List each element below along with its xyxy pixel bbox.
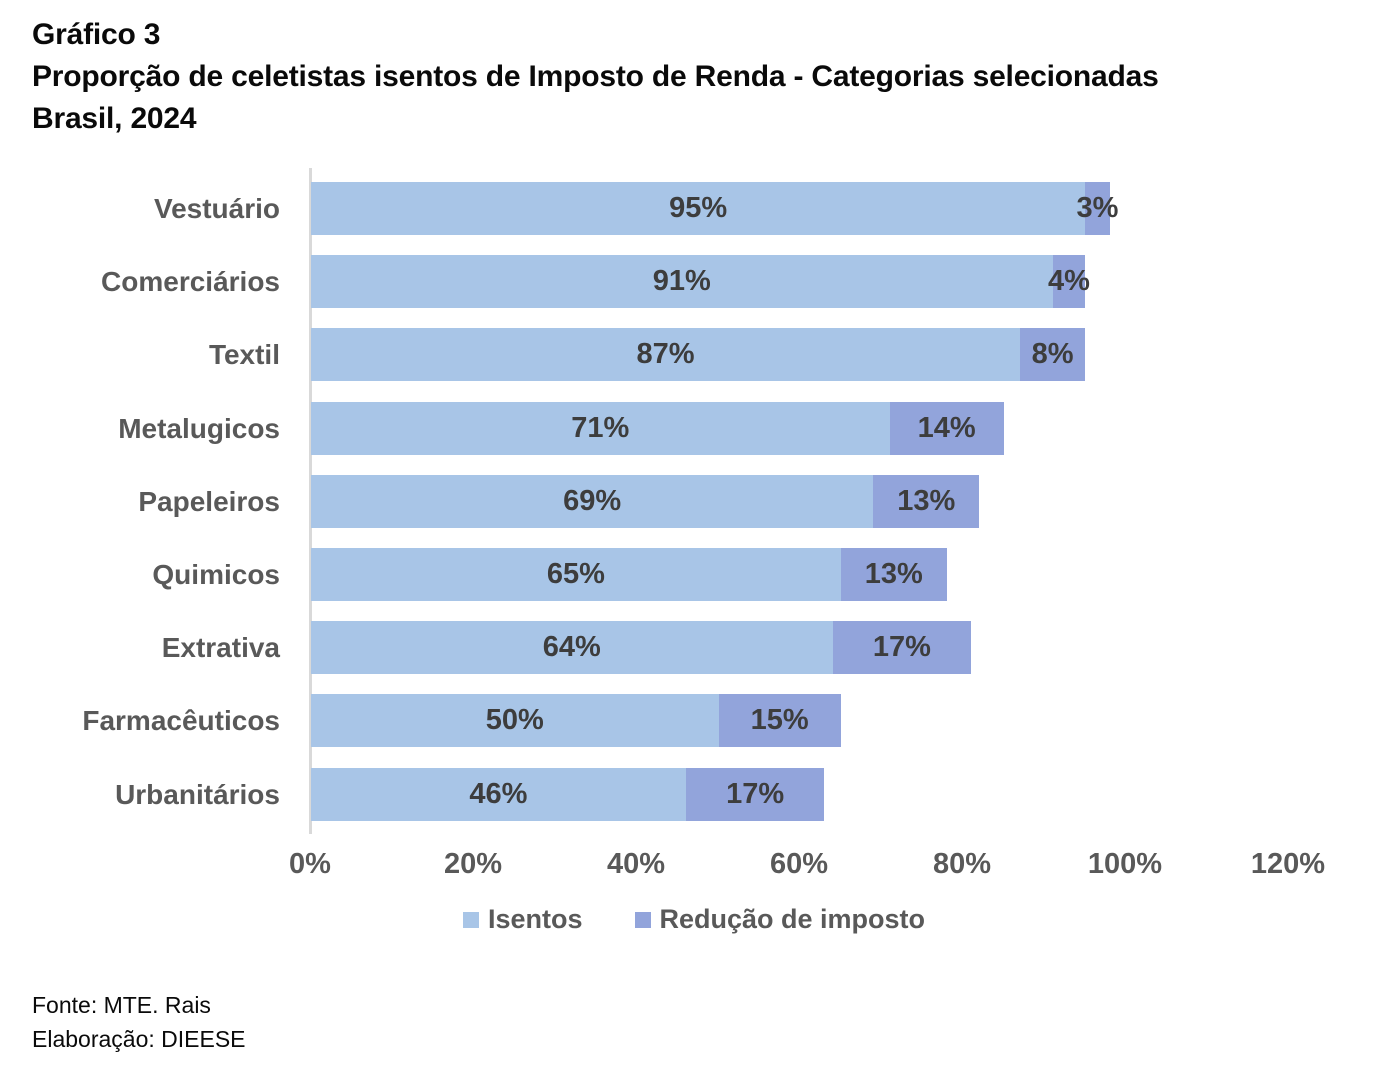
category-label: Vestuário [153,193,280,224]
x-axis-tick-label: 20% [443,848,503,880]
value-label: 3% [1076,192,1119,224]
category-label: Comerciários [101,266,280,298]
legend-label-isentos: Isentos [487,904,583,934]
value-label: 87% [636,338,695,371]
bar-track: 91% 4% [311,255,1090,309]
value-label: 13% [897,484,956,517]
bar-segment-isentos: 69% [311,474,874,528]
bar-segment-isentos: 87% [311,328,1021,382]
x-axis-tick-label: 100% [1087,848,1163,880]
bar-chart-plot-area: Vestuário 95% 3% Comerciários 91% 4% Textil 87%… [0,182,1388,821]
bar-track: 64% 17% [311,621,972,675]
bar-segment-reducao-de-imposto: 8% [1020,328,1086,382]
x-axis: 0% 20% 40% 60% 80% 100% 120% [0,848,1388,880]
bar-segment-reducao-de-imposto: 15% [718,694,841,748]
value-label: 17% [726,777,785,810]
category-label: Quimicos [152,558,280,590]
value-label: 64% [542,631,601,664]
bar-track: 69% 13% [311,474,980,528]
value-label: 17% [872,631,931,664]
legend: Isentos Redução de imposto [0,904,1388,935]
value-label: 8% [1031,338,1074,371]
bar-segment-isentos: 65% [311,547,841,601]
value-label: 69% [563,484,622,517]
category-label: Metalugicos [118,412,280,444]
chart-title: Proporção de celetistas isentos de Impos… [32,60,1159,93]
chart-subtitle: Brasil, 2024 [32,102,197,135]
value-label: 71% [571,411,630,444]
x-axis-tick-label: 120% [1250,848,1326,880]
bar-track: 46% 17% [311,767,825,821]
y-axis-line [309,168,312,834]
x-axis-tick-label: 40% [606,848,666,880]
bar-segment-isentos: 46% [311,767,686,821]
value-label: 14% [917,411,976,444]
legend-item-isentos: Isentos [462,904,583,935]
chart-row: Vestuário 95% 3% [0,182,1388,235]
bar-track: 71% 14% [311,401,1004,455]
value-label: 50% [485,704,544,737]
bar-segment-reducao-de-imposto: 17% [832,621,972,675]
chart-row: Papeleiros 69% 13% [0,474,1388,528]
chart-row: Quimicos 65% 13% [0,547,1388,601]
bar-track: 95% 3% [311,182,1118,235]
bar-segment-isentos: 95% [311,182,1086,235]
category-label: Textil [208,339,280,371]
x-axis-tick-label: 60% [769,848,829,880]
category-label: Papeleiros [138,485,280,517]
value-label: 95% [669,192,728,224]
bar-segment-isentos: 91% [311,255,1053,309]
value-label: 15% [750,704,809,737]
value-label: 46% [469,777,528,810]
elaboration-line: Elaboração: DIEESE [32,1026,246,1052]
bar-segment-isentos: 71% [311,401,890,455]
legend-swatch-isentos-icon [462,911,479,928]
legend-label-reducao-de-imposto: Redução de imposto [659,904,926,934]
chart-row: Farmacêuticos 50% 15% [0,694,1388,748]
value-label: 91% [652,265,711,298]
category-label: Urbanitários [115,778,280,810]
chart-row: Textil 87% 8% [0,328,1388,382]
chart-row: Comerciários 91% 4% [0,255,1388,309]
source-line: Fonte: MTE. Rais [32,992,211,1018]
bar-segment-isentos: 50% [311,694,719,748]
category-label: Farmacêuticos [82,705,280,737]
legend-swatch-reducao-de-imposto-icon [634,911,651,928]
bar-track: 50% 15% [311,694,841,748]
bar-segment-reducao-de-imposto: 13% [873,474,980,528]
bar-segment-isentos: 64% [311,621,833,675]
bar-segment-reducao-de-imposto: 3% [1077,182,1118,235]
bar-segment-reducao-de-imposto: 13% [840,547,947,601]
title-block: Gráfico 3 Proporção de celetistas isento… [32,14,1159,140]
value-label: 65% [546,557,605,590]
chart-row: Extrativa 64% 17% [0,621,1388,675]
bar-track: 65% 13% [311,547,947,601]
chart-row: Urbanitários 46% 17% [0,767,1388,821]
bar-segment-reducao-de-imposto: 4% [1048,255,1090,309]
footer: Fonte: MTE. Rais Elaboração: DIEESE [32,988,246,1056]
value-label: 13% [864,557,923,590]
chart-kicker: Gráfico 3 [32,18,161,51]
x-axis-tick-label: 0% [289,848,331,880]
legend-item-reducao-de-imposto: Redução de imposto [634,904,926,935]
bar-segment-reducao-de-imposto: 14% [889,401,1004,455]
bar-track: 87% 8% [311,328,1086,382]
x-axis-tick-label: 80% [932,848,992,880]
value-label: 4% [1047,265,1090,298]
bar-segment-reducao-de-imposto: 17% [685,767,825,821]
chart-row: Metalugicos 71% 14% [0,401,1388,455]
category-label: Extrativa [161,632,280,664]
